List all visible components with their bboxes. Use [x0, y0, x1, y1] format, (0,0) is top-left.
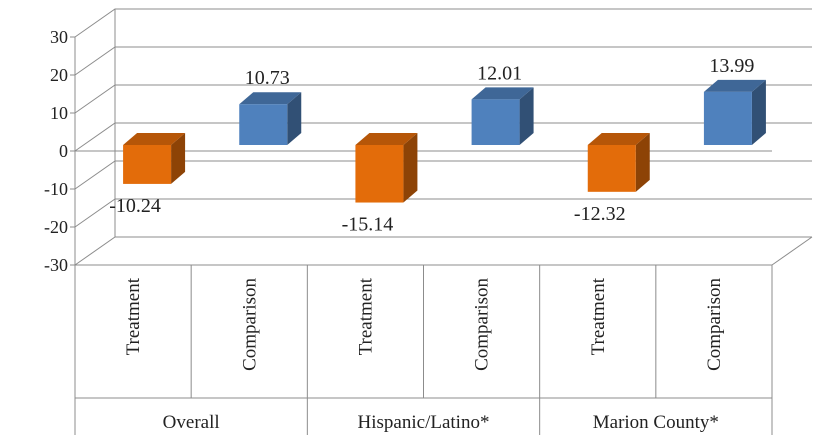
bars	[123, 79, 766, 203]
bar-top-face	[239, 92, 302, 105]
x-group-label: Marion County*	[593, 412, 719, 433]
data-label: -15.14	[342, 214, 394, 236]
gridline	[74, 236, 812, 266]
bar-side-face	[171, 133, 186, 184]
bar-top-face	[471, 87, 534, 100]
bar-comparison	[471, 87, 534, 145]
bar-front-face	[587, 145, 636, 192]
y-tick-label: 30	[50, 27, 68, 47]
data-label: -12.32	[574, 203, 626, 225]
bar-top-face	[703, 79, 766, 92]
y-tick-label: -10	[44, 179, 68, 199]
gridline	[74, 84, 812, 114]
bar-side-face	[519, 87, 534, 145]
data-label: 12.01	[477, 62, 522, 84]
gridline	[74, 8, 812, 38]
x-axis: Treatment Comparison Treatment Comparison Tr…	[74, 265, 773, 435]
data-label: -10.24	[109, 195, 161, 217]
x-tick-label: Treatment	[123, 277, 144, 355]
y-tick-label: -20	[44, 217, 68, 237]
y-axis: 30 20 10 0 -10 -20 -30	[44, 27, 76, 275]
data-labels: -10.24 10.73 -15.14 12.01 -12.32 13.99	[109, 55, 754, 236]
bar-top-face	[123, 133, 186, 145]
y-tick-label: 20	[50, 65, 68, 85]
bar-side-face	[403, 133, 418, 203]
gridlines	[74, 8, 813, 266]
gridline	[74, 198, 812, 228]
bar-side-face	[287, 92, 302, 145]
gridline	[74, 122, 812, 152]
bar-front-face	[355, 145, 404, 203]
bar-side-face	[635, 133, 650, 192]
x-tick-label: Treatment	[355, 277, 376, 355]
floor-right-edge	[771, 236, 813, 266]
bar-comparison	[239, 92, 302, 145]
bar-top-face	[355, 133, 418, 145]
bar-treatment	[587, 133, 650, 192]
x-tick-label: Treatment	[588, 277, 609, 355]
data-label: 13.99	[709, 55, 754, 77]
x-tick-label: Comparison	[704, 278, 725, 371]
bar-front-face	[123, 145, 172, 184]
bar-front-face	[239, 104, 288, 145]
x-group-label: Hispanic/Latino*	[358, 412, 490, 433]
bar-front-face	[471, 99, 520, 145]
x-tick-label: Comparison	[472, 278, 493, 371]
bar-top-face	[587, 133, 650, 145]
bar-side-face	[751, 79, 766, 145]
x-tick-label: Comparison	[239, 278, 260, 371]
data-label: 10.73	[245, 67, 290, 89]
bar-treatment	[355, 133, 418, 203]
gridline	[74, 46, 812, 76]
y-tick-label: 0	[59, 141, 68, 161]
bar-comparison	[703, 79, 766, 145]
y-tick-label: -30	[44, 255, 68, 275]
y-tick-label: 10	[50, 103, 68, 123]
bar-treatment	[123, 133, 186, 184]
x-group-label: Overall	[163, 412, 220, 433]
gridline	[74, 160, 812, 190]
bar-front-face	[703, 91, 752, 145]
